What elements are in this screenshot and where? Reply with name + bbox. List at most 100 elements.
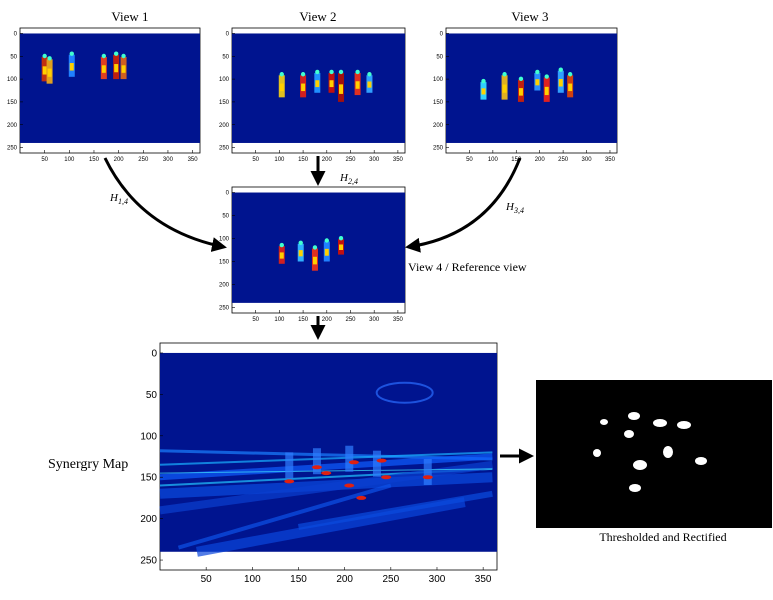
- person-head: [280, 243, 284, 247]
- x-tick-label: 150: [298, 317, 309, 323]
- thresholded-label: Thresholded and Rectified: [599, 530, 726, 544]
- x-tick-label: 300: [582, 157, 593, 163]
- x-tick-label: 100: [488, 157, 499, 163]
- y-tick-label: 0: [440, 32, 444, 38]
- y-tick-label: 200: [219, 283, 230, 289]
- x-tick-label: 50: [41, 157, 48, 163]
- hotspot: [284, 479, 294, 483]
- hotspot: [377, 459, 387, 463]
- person-detail: [503, 85, 507, 93]
- x-tick-label: 200: [322, 157, 333, 163]
- y-tick-label: 100: [219, 77, 230, 83]
- x-tick-label: 300: [163, 157, 174, 163]
- x-tick-label: 250: [345, 157, 356, 163]
- x-tick-label: 50: [201, 574, 213, 585]
- x-tick-label: 250: [138, 157, 149, 163]
- person-detail: [559, 79, 563, 87]
- arrow: [408, 158, 520, 247]
- person-ghost: [373, 451, 381, 477]
- x-tick-label: 100: [244, 574, 261, 585]
- person-detail: [339, 84, 343, 94]
- y-tick-label: 250: [140, 556, 157, 567]
- person-detail: [299, 250, 303, 256]
- hotspot: [423, 475, 433, 479]
- x-tick-label: 150: [511, 157, 522, 163]
- y-tick-label: 0: [151, 348, 157, 359]
- y-tick-label: 150: [433, 100, 444, 106]
- person-detail: [301, 84, 305, 92]
- person-head: [339, 236, 343, 240]
- x-tick-label: 100: [274, 157, 285, 163]
- y-tick-label: 150: [7, 100, 18, 106]
- person-detail: [313, 257, 317, 265]
- x-tick-label: 50: [252, 157, 259, 163]
- x-tick-label: 350: [475, 574, 492, 585]
- x-tick-label: 300: [369, 157, 380, 163]
- y-tick-label: 100: [140, 431, 157, 442]
- thresholded-image: [536, 380, 772, 528]
- x-tick-label: 350: [188, 157, 199, 163]
- homography-label: H1,4: [109, 192, 128, 206]
- image: [20, 33, 200, 142]
- y-tick-label: 50: [222, 54, 229, 60]
- person-head: [42, 54, 46, 58]
- y-tick-label: 150: [219, 260, 230, 266]
- x-tick-label: 50: [466, 157, 473, 163]
- person-detail: [330, 80, 334, 87]
- x-tick-label: 150: [290, 574, 307, 585]
- image: [232, 193, 405, 303]
- hotspot: [321, 471, 331, 475]
- person-detail: [280, 252, 284, 258]
- synergy-label: Synergry Map: [48, 457, 128, 472]
- x-tick-label: 250: [382, 574, 399, 585]
- person-head: [481, 79, 485, 83]
- person-head: [325, 238, 329, 242]
- view-label: View 2: [299, 9, 336, 24]
- person-detail: [339, 244, 343, 250]
- person-head: [121, 54, 125, 58]
- view-label: View 1: [111, 9, 148, 24]
- y-tick-label: 0: [226, 191, 230, 197]
- x-tick-label: 150: [89, 157, 100, 163]
- hotspot: [356, 496, 366, 500]
- person-detail: [519, 88, 523, 96]
- person-ghost: [313, 448, 321, 474]
- person-head: [329, 70, 333, 74]
- person-detail: [70, 63, 74, 71]
- person-head: [339, 70, 343, 74]
- x-tick-label: 300: [429, 574, 446, 585]
- synergy-map: 05010015020025050100150200250300350: [140, 343, 497, 585]
- person-detail: [43, 66, 47, 74]
- y-tick-label: 50: [10, 54, 17, 60]
- hotspot: [381, 475, 391, 479]
- x-tick-label: 350: [605, 157, 616, 163]
- x-tick-label: 50: [252, 317, 259, 323]
- y-tick-label: 250: [433, 146, 444, 152]
- person-head: [313, 245, 317, 249]
- person-head: [299, 241, 303, 245]
- person-head: [568, 72, 572, 76]
- person-head: [70, 52, 74, 56]
- diagram: View 1 View 2 View 3 View 4 / Reference …: [0, 0, 773, 600]
- y-tick-label: 200: [219, 123, 230, 129]
- person-head: [301, 72, 305, 76]
- person-detail: [568, 84, 572, 92]
- image: [446, 33, 617, 142]
- x-tick-label: 250: [345, 317, 356, 323]
- person-head: [114, 52, 118, 56]
- person-head: [367, 72, 371, 76]
- y-tick-label: 50: [222, 214, 229, 220]
- x-tick-label: 200: [322, 317, 333, 323]
- y-tick-label: 200: [140, 514, 157, 525]
- person-detail: [481, 88, 485, 94]
- y-tick-label: 200: [433, 123, 444, 129]
- hotspot: [312, 465, 322, 469]
- y-tick-label: 0: [14, 32, 18, 38]
- person-detail: [367, 81, 371, 87]
- y-tick-label: 250: [7, 146, 18, 152]
- person-head: [545, 74, 549, 78]
- person-ghost: [424, 459, 432, 485]
- view-panel: 05010015020025050100150200250300350: [219, 28, 405, 163]
- person-head: [315, 70, 319, 74]
